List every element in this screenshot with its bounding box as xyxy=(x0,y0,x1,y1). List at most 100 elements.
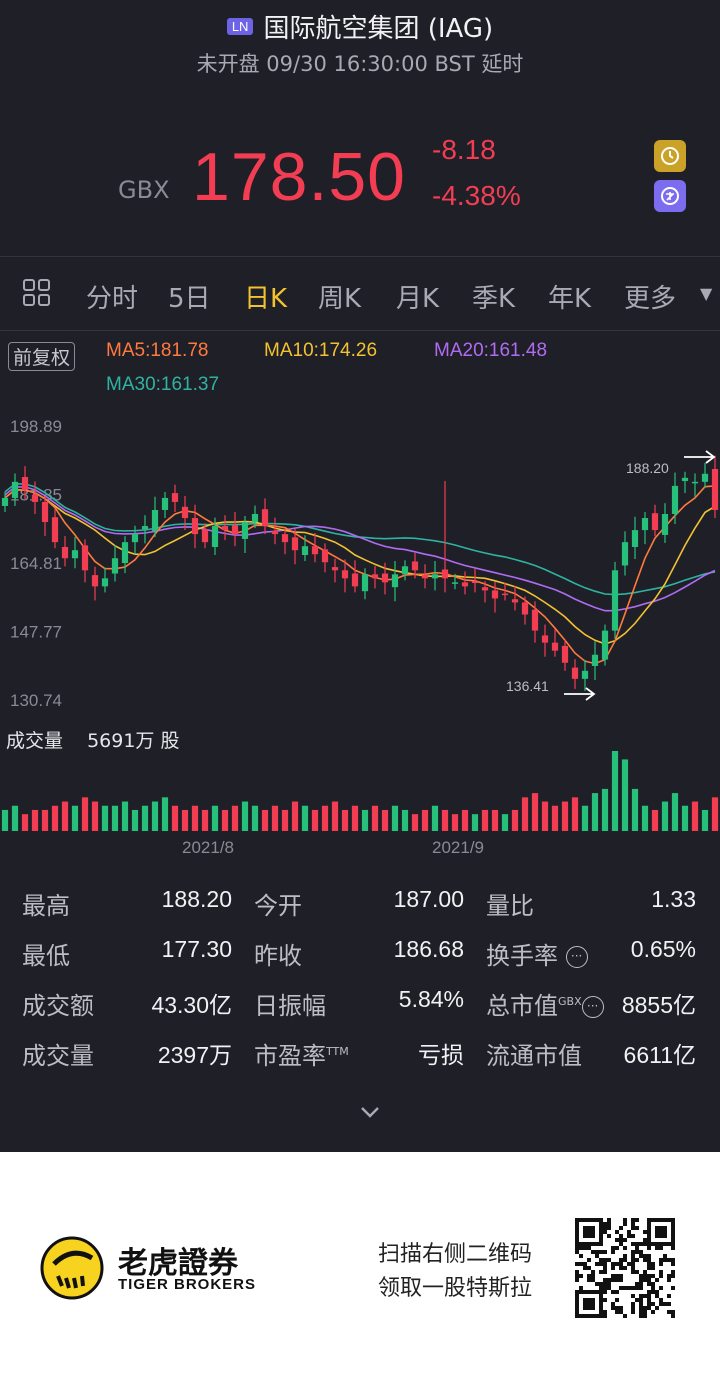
tab-timeshare[interactable]: 分时 xyxy=(86,284,139,314)
volume-bar xyxy=(471,814,479,831)
qr-module xyxy=(671,1226,675,1230)
qr-module xyxy=(603,1282,607,1286)
y-tick-label: 130.74 xyxy=(10,691,62,710)
volume-bar xyxy=(161,797,169,831)
qr-module xyxy=(607,1258,611,1262)
qr-module xyxy=(583,1246,587,1250)
candle-body xyxy=(111,558,119,574)
volume-bar xyxy=(551,805,559,831)
qr-module xyxy=(599,1234,603,1238)
qr-module xyxy=(603,1314,607,1318)
volume-bar xyxy=(241,801,249,831)
qr-module xyxy=(647,1254,651,1258)
qr-module xyxy=(575,1242,579,1246)
qr-module xyxy=(623,1314,627,1318)
history-clock-icon[interactable] xyxy=(654,140,686,172)
qr-module xyxy=(575,1298,579,1302)
candle-body xyxy=(471,581,479,584)
qr-module xyxy=(591,1226,595,1230)
divider xyxy=(0,330,720,331)
tab-daily-k[interactable]: 日K xyxy=(244,284,288,314)
tab-yearly-k[interactable]: 年K xyxy=(548,284,592,314)
stat-value-turnover-rate: 0.65% xyxy=(630,936,696,962)
qr-module xyxy=(591,1274,595,1278)
qr-code-icon[interactable] xyxy=(575,1218,675,1318)
candle-body xyxy=(461,582,469,587)
qr-module xyxy=(635,1286,639,1290)
qr-module xyxy=(579,1262,583,1266)
qr-module xyxy=(635,1258,639,1262)
qr-module xyxy=(583,1302,587,1306)
tab-more[interactable]: 更多 xyxy=(624,284,677,314)
qr-module xyxy=(599,1226,603,1230)
ma30-label: MA30:161.37 xyxy=(106,374,220,395)
qr-module xyxy=(607,1278,611,1282)
volume-bar xyxy=(621,759,629,831)
candle-body xyxy=(71,550,79,559)
qr-module xyxy=(583,1266,587,1270)
candle-body xyxy=(201,529,209,543)
more-info-icon[interactable]: ··· xyxy=(581,996,604,1018)
qr-module xyxy=(579,1286,583,1290)
qr-module xyxy=(659,1270,663,1274)
qr-module xyxy=(575,1246,579,1250)
volume-chart[interactable] xyxy=(0,745,720,835)
qr-module xyxy=(591,1290,595,1294)
qr-module xyxy=(599,1222,603,1226)
qr-module xyxy=(631,1310,635,1314)
qr-module xyxy=(587,1266,591,1270)
qr-module xyxy=(647,1218,651,1222)
tab-5day[interactable]: 5日 xyxy=(168,284,211,314)
tab-monthly-k[interactable]: 月K xyxy=(396,284,440,314)
stat-value-pe: 亏损 xyxy=(418,1042,464,1068)
qr-module xyxy=(603,1270,607,1274)
volume-bar xyxy=(21,814,29,831)
qr-module xyxy=(655,1246,659,1250)
volume-bar xyxy=(671,793,679,831)
translate-icon[interactable] xyxy=(654,180,686,212)
tab-quarterly-k[interactable]: 季K xyxy=(472,284,516,314)
chevron-down-icon[interactable]: ▼ xyxy=(700,284,713,303)
grid-menu-icon[interactable] xyxy=(22,278,52,315)
candle-body xyxy=(331,567,339,571)
qr-module xyxy=(575,1302,579,1306)
qr-module xyxy=(667,1278,671,1282)
expand-chevron-icon[interactable] xyxy=(358,1104,382,1124)
qr-module xyxy=(579,1254,583,1258)
qr-module xyxy=(603,1286,607,1290)
qr-module xyxy=(599,1302,603,1306)
qr-module xyxy=(615,1246,619,1250)
qr-module xyxy=(671,1286,675,1290)
qr-module xyxy=(647,1278,651,1282)
ma10-label: MA10:174.26 xyxy=(264,340,378,361)
qr-module xyxy=(619,1286,623,1290)
low-marker-arrow-icon xyxy=(564,687,596,701)
adjust-mode-button[interactable]: 前复权 xyxy=(8,342,76,371)
volume-bar xyxy=(631,788,639,831)
qr-module xyxy=(671,1262,675,1266)
qr-module xyxy=(583,1298,587,1302)
qr-module xyxy=(655,1294,659,1298)
qr-module xyxy=(587,1218,591,1222)
qr-module xyxy=(639,1254,643,1258)
qr-module xyxy=(663,1242,667,1246)
volume-bar xyxy=(311,809,319,831)
qr-module xyxy=(659,1286,663,1290)
qr-module xyxy=(627,1230,631,1234)
qr-module xyxy=(635,1298,639,1302)
ma5-label: MA5:181.78 xyxy=(106,340,209,361)
qr-module xyxy=(647,1266,651,1270)
promo-line-1: 扫描右侧二维码 xyxy=(378,1242,533,1267)
tab-weekly-k[interactable]: 周K xyxy=(318,284,362,314)
volume-bar xyxy=(181,809,189,831)
volume-bar xyxy=(541,801,549,831)
volume-bar xyxy=(491,809,499,831)
qr-module xyxy=(663,1254,667,1258)
volume-bar xyxy=(101,805,109,831)
qr-module xyxy=(591,1250,595,1254)
qr-module xyxy=(671,1222,675,1226)
qr-module xyxy=(595,1290,599,1294)
more-info-icon[interactable]: ··· xyxy=(565,946,588,968)
candlestick-chart[interactable]: 198.89181.85164.81147.77130.74188.20136.… xyxy=(0,400,720,710)
volume-bar xyxy=(571,797,579,831)
